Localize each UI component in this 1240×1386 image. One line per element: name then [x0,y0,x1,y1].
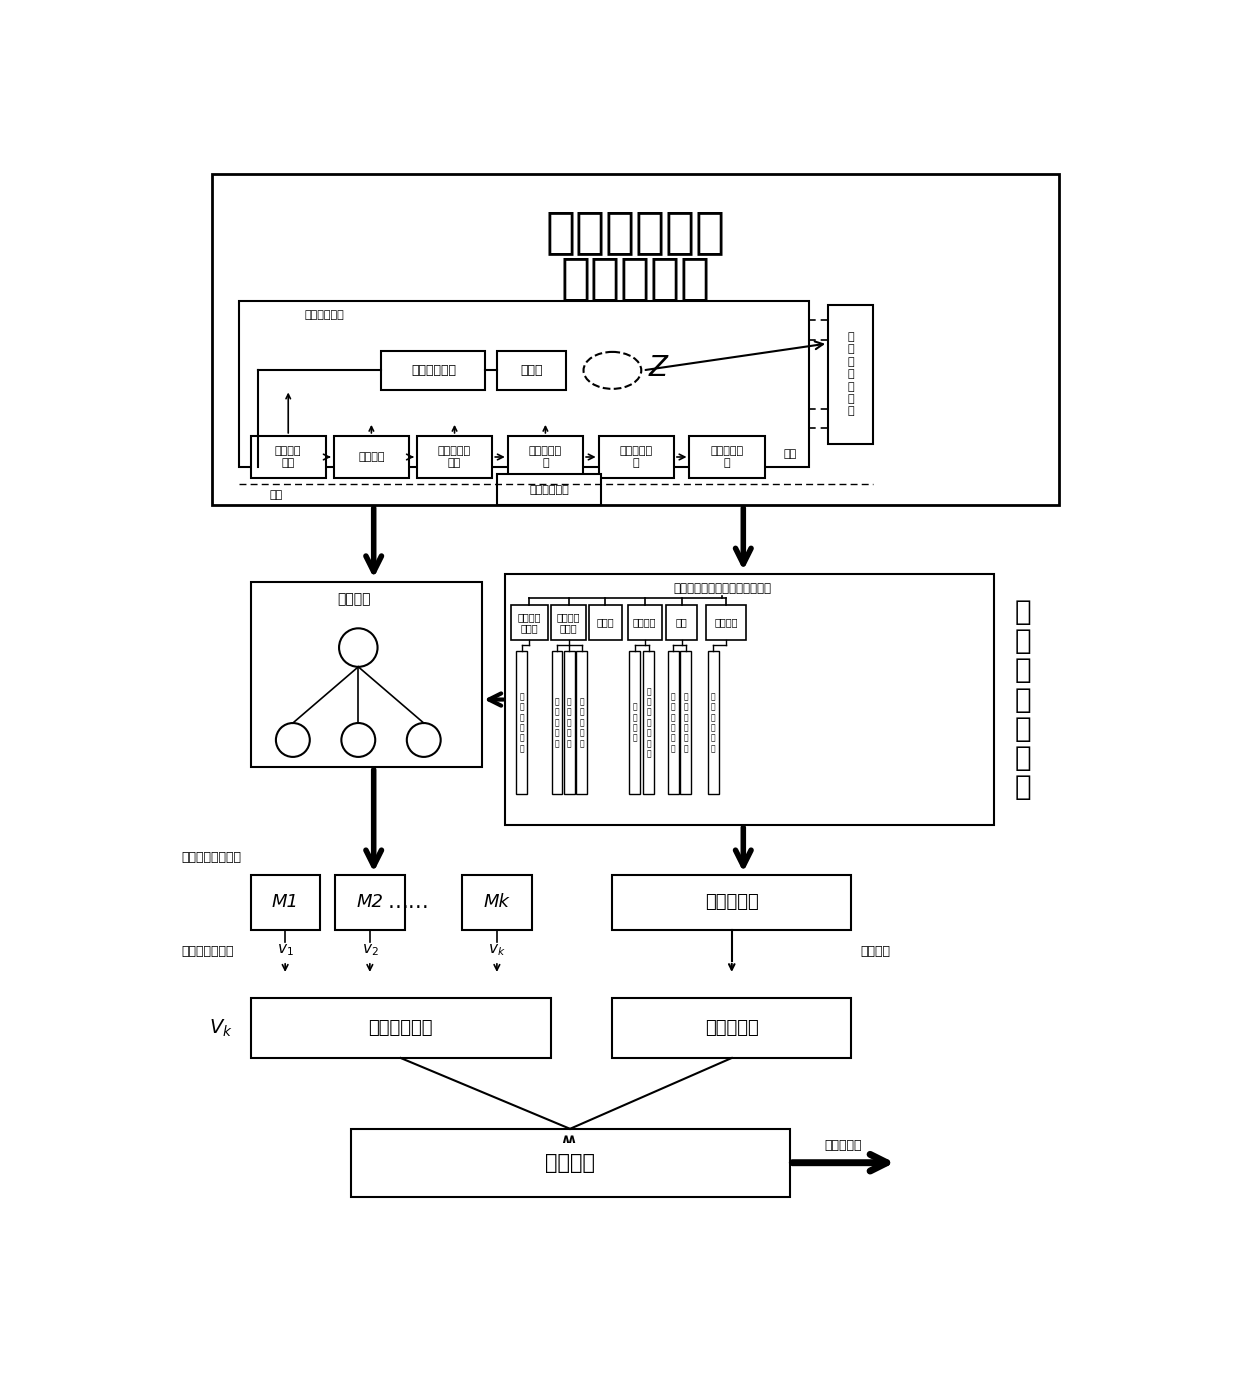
FancyBboxPatch shape [250,582,481,766]
Text: 制导控制
系统: 制导控制 系统 [275,446,301,468]
FancyBboxPatch shape [250,998,551,1058]
FancyBboxPatch shape [599,435,675,478]
FancyBboxPatch shape [689,435,765,478]
Text: M1: M1 [272,894,299,912]
Text: 软件: 软件 [270,491,283,500]
FancyBboxPatch shape [511,606,548,640]
Text: 三
通
道
综
合
跟
踪: 三 通 道 综 合 跟 踪 [646,687,651,758]
Text: 可信度等级: 可信度等级 [825,1139,862,1152]
Text: $V_k$: $V_k$ [210,1017,233,1038]
Text: 综合结果: 综合结果 [546,1153,595,1173]
Text: M2: M2 [356,894,383,912]
Text: ∧: ∧ [567,1132,577,1146]
FancyBboxPatch shape [551,606,587,640]
FancyBboxPatch shape [668,651,678,794]
Text: 斜
坡
信
号
测
试: 斜 坡 信 号 测 试 [711,692,715,753]
Text: 射频信号计
算: 射频信号计 算 [711,446,744,468]
Text: 指标分类: 指标分类 [337,592,371,606]
FancyBboxPatch shape [564,651,574,794]
FancyBboxPatch shape [681,651,691,794]
Text: 屏蔽微波暗室: 屏蔽微波暗室 [304,310,345,320]
Text: 导弹运动模
型: 导弹运动模 型 [528,446,562,468]
FancyBboxPatch shape [627,606,662,640]
Text: 可
信
度
指
标
体
系: 可 信 度 指 标 体 系 [1014,599,1032,801]
FancyBboxPatch shape [589,606,621,640]
Text: 阶
跃
信
号
测
试: 阶 跃 信 号 测 试 [671,692,676,753]
Text: 负载力矩
模拟器: 负载力矩 模拟器 [557,611,580,633]
FancyBboxPatch shape [239,301,808,467]
FancyBboxPatch shape [577,651,587,794]
Text: 射频制导半实物仿真系统可信度: 射频制导半实物仿真系统可信度 [673,582,771,595]
Text: 指标测量或计算: 指标测量或计算 [181,945,233,958]
Text: 弹体模型: 弹体模型 [714,618,738,628]
Text: 硬件: 硬件 [784,449,797,459]
FancyBboxPatch shape [613,875,851,930]
Text: 导引头: 导引头 [596,618,614,628]
FancyBboxPatch shape [613,998,851,1058]
Text: 层次分析法: 层次分析法 [704,894,759,912]
Text: Mk: Mk [484,894,510,912]
Text: 专家判断: 专家判断 [861,945,890,958]
FancyBboxPatch shape [497,351,567,389]
Text: 底层指标评估方法: 底层指标评估方法 [181,851,242,865]
Text: 力
矩
模
拟
精
度: 力 矩 模 拟 精 度 [520,692,523,753]
FancyBboxPatch shape [708,651,719,794]
Text: 弹体与气动
模型: 弹体与气动 模型 [438,446,471,468]
Text: ∧: ∧ [560,1132,570,1146]
FancyBboxPatch shape [630,651,640,794]
Text: 权重向量集: 权重向量集 [704,1019,759,1037]
FancyBboxPatch shape [505,574,993,825]
Text: 三轴转台: 三轴转台 [632,618,656,628]
FancyBboxPatch shape [497,474,601,505]
FancyBboxPatch shape [382,351,485,389]
Text: 单
距
追
踪: 单 距 追 踪 [632,703,637,743]
FancyBboxPatch shape [552,651,563,794]
Text: 射频目标
模拟器: 射频目标 模拟器 [517,611,541,633]
Text: 频
率
实
时
性: 频 率 实 时 性 [554,697,559,748]
Text: $v_2$: $v_2$ [362,942,378,958]
FancyBboxPatch shape [666,606,697,640]
FancyBboxPatch shape [351,1128,790,1196]
Text: 三轴飞行转台: 三轴飞行转台 [410,365,456,377]
FancyBboxPatch shape [417,435,492,478]
FancyBboxPatch shape [507,435,583,478]
FancyBboxPatch shape [516,651,527,794]
Text: 舵机: 舵机 [676,618,687,628]
Text: 相对几何关
系: 相对几何关 系 [620,446,652,468]
Text: 舵机模型: 舵机模型 [358,452,384,462]
Text: ……: …… [387,893,429,912]
FancyBboxPatch shape [250,875,320,930]
FancyBboxPatch shape [250,435,326,478]
Text: 射
频
目
标
模
拟
器: 射 频 目 标 模 拟 器 [847,333,853,416]
FancyBboxPatch shape [707,606,746,640]
Text: 测
距
可
信
度: 测 距 可 信 度 [579,697,584,748]
Text: 指标无量纲化: 指标无量纲化 [368,1019,433,1037]
FancyBboxPatch shape [212,175,1059,505]
Text: $v_1$: $v_1$ [277,942,294,958]
Text: $v_k$: $v_k$ [489,942,506,958]
Text: Z: Z [649,353,668,383]
Text: 导引头: 导引头 [521,365,543,377]
Text: 正
弦
信
号
测
试: 正 弦 信 号 测 试 [683,692,688,753]
Text: 制导控制半实: 制导控制半实 [546,208,725,256]
Text: 测
角
可
信
度: 测 角 可 信 度 [567,697,572,748]
Text: 物仿真系统: 物仿真系统 [560,254,711,302]
Ellipse shape [584,352,641,389]
Text: 目标运动模型: 目标运动模型 [529,485,569,495]
FancyBboxPatch shape [334,435,409,478]
FancyBboxPatch shape [335,875,404,930]
FancyBboxPatch shape [828,305,873,444]
FancyBboxPatch shape [644,651,653,794]
FancyBboxPatch shape [463,875,532,930]
